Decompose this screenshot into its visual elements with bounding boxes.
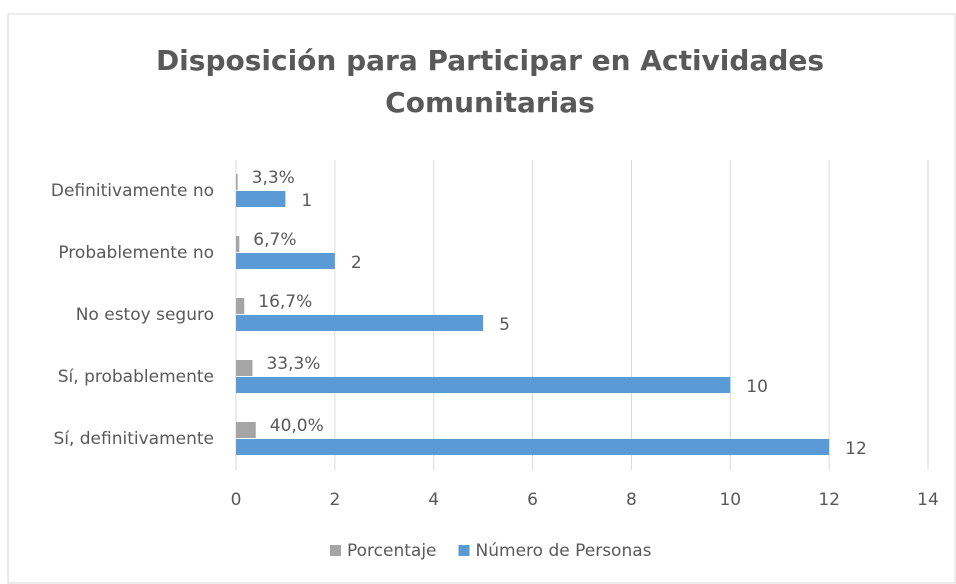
data-label: 10	[746, 377, 768, 397]
y-tick-label: Definitivamente no	[51, 181, 214, 201]
y-tick-label: Probablemente no	[58, 243, 214, 263]
data-label: 16,7%	[258, 292, 312, 312]
legend-swatch	[458, 545, 470, 556]
bar	[236, 439, 830, 455]
data-label: 1	[301, 191, 312, 211]
x-tick-label: 10	[719, 490, 741, 510]
chart-border	[7, 13, 956, 584]
data-label: 5	[499, 315, 510, 335]
legend-label: Número de Personas	[476, 541, 652, 561]
bar	[236, 315, 484, 331]
bar	[236, 174, 238, 190]
x-tick-label: 14	[917, 490, 939, 510]
x-tick-label: 12	[818, 490, 840, 510]
y-tick-label: Sí, probablemente	[58, 367, 214, 387]
bar	[236, 236, 240, 252]
x-tick-label: 6	[527, 490, 538, 510]
data-label: 12	[845, 439, 867, 459]
x-tick-label: 0	[231, 490, 242, 510]
legend-label: Porcentaje	[347, 541, 437, 561]
bar	[236, 360, 253, 376]
x-tick-label: 4	[428, 490, 439, 510]
bar	[236, 253, 335, 269]
x-tick-label: 8	[626, 490, 637, 510]
y-tick-label: Sí, definitivamente	[53, 429, 214, 449]
data-label: 2	[351, 253, 362, 273]
bar	[236, 191, 286, 207]
data-label: 40,0%	[270, 416, 324, 436]
data-label: 3,3%	[252, 168, 295, 188]
bar	[236, 298, 245, 314]
bar	[236, 377, 731, 393]
chart-title: Disposición para Participar en Actividad…	[155, 44, 825, 119]
data-label: 6,7%	[253, 230, 296, 250]
data-label: 33,3%	[266, 354, 320, 374]
x-tick-label: 2	[329, 490, 340, 510]
y-tick-label: No estoy seguro	[76, 305, 214, 325]
legend-swatch	[330, 545, 341, 556]
bar	[236, 422, 256, 438]
